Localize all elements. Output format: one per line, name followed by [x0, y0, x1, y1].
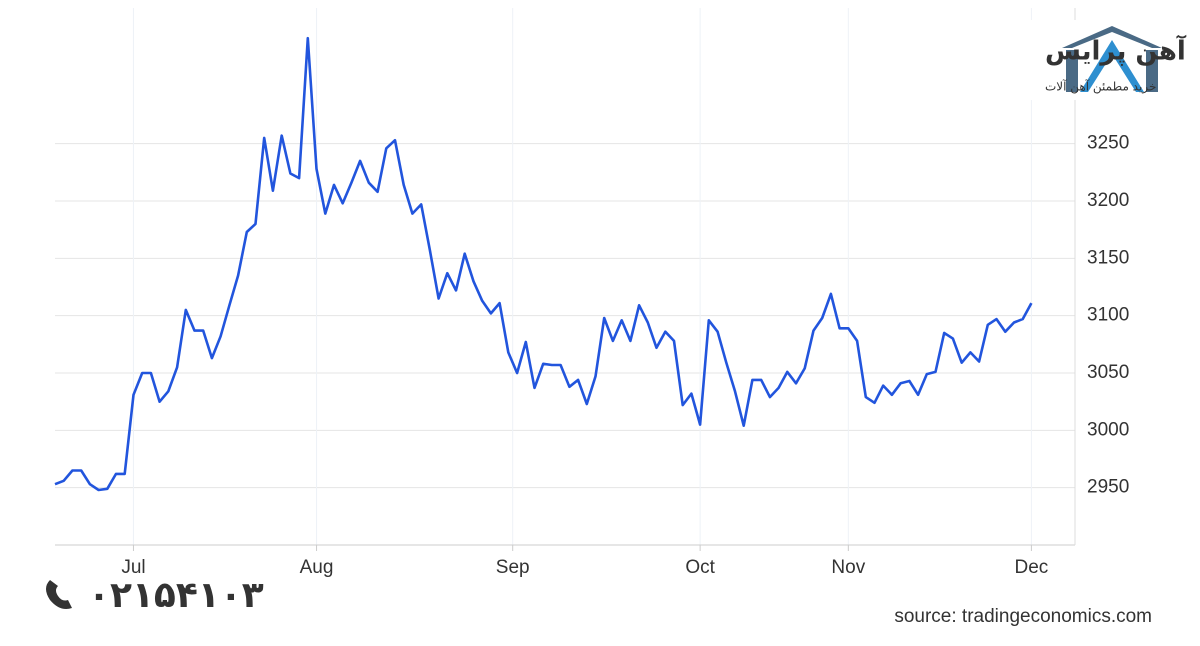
phone-number: ۰۲۱۵۴۱۰۳ — [88, 575, 264, 616]
x-tick-label: Nov — [831, 557, 865, 578]
source: source: tradingeconomics.com — [894, 606, 1152, 627]
x-tick-label: Jul — [121, 557, 145, 578]
logo-pillar — [1146, 50, 1158, 92]
logo-pillar — [1066, 50, 1078, 92]
x-tick-label: Sep — [496, 557, 530, 578]
logo-tagline: خرید مطمئن آهن آلات — [1045, 79, 1156, 95]
y-tick-label: 3150 — [1087, 247, 1129, 268]
x-tick-label: Aug — [300, 557, 334, 578]
logo-mark — [1080, 40, 1144, 92]
y-tick-label: 3100 — [1087, 305, 1129, 326]
logo-name: آهن پرایس — [1045, 35, 1187, 67]
y-tick-label: 3050 — [1087, 362, 1129, 383]
price-line — [54, 36, 1033, 492]
y-tick-label: 3000 — [1087, 419, 1129, 440]
x-tick-label: Dec — [1015, 557, 1049, 578]
logo: آهن پرایس خرید مطمئن آهن آلات — [895, 20, 1187, 100]
phone-icon — [46, 580, 72, 609]
y-tick-label: 3200 — [1087, 190, 1129, 211]
phone-block: ۰۲۱۵۴۱۰۳ — [46, 575, 264, 616]
y-tick-label: 3250 — [1087, 133, 1129, 154]
logo-roof — [1062, 26, 1162, 48]
x-tick-label: Oct — [685, 557, 715, 578]
y-tick-label: 2950 — [1087, 477, 1129, 498]
